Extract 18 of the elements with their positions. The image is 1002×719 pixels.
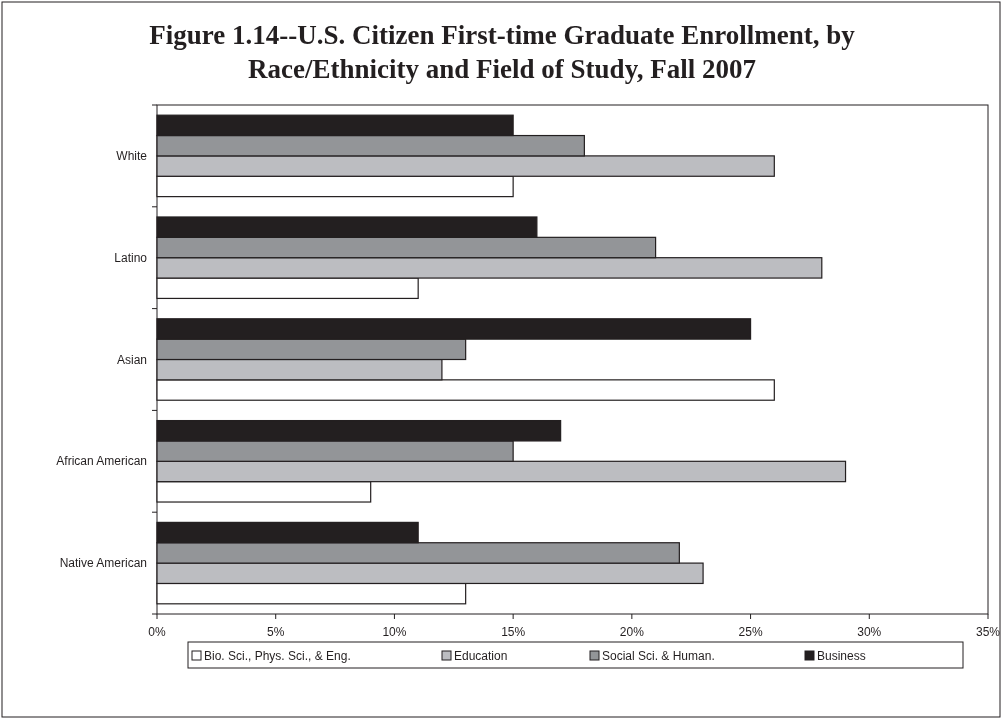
- x-tick-label: 0%: [148, 625, 166, 639]
- legend-label: Social Sci. & Human.: [602, 649, 715, 663]
- x-tick-label: 15%: [501, 625, 526, 639]
- x-tick-label: 10%: [382, 625, 407, 639]
- y-tick-label: Asian: [116, 352, 147, 367]
- legend-label: Business: [817, 649, 866, 663]
- y-tick-label: Latino: [114, 250, 148, 265]
- y-tick-label: White: [116, 148, 148, 163]
- x-tick-label: 35%: [975, 625, 1001, 639]
- legend-label: Education: [454, 649, 508, 663]
- y-tick-label: African American: [56, 454, 147, 469]
- x-tick-label: 25%: [738, 625, 763, 639]
- y-tick-label: Native American: [59, 556, 147, 571]
- legend-label: Bio. Sci., Phys. Sci., & Eng.: [204, 649, 351, 663]
- x-tick-label: 30%: [857, 625, 882, 639]
- x-tick-label: 20%: [619, 625, 645, 639]
- chart-title: Figure 1.14--U.S. Citizen First-time Graduate Enrollment, by Race/Ethnicity and Field of Study, Fall 2007: [149, 20, 856, 84]
- x-tick-label: 5%: [267, 625, 285, 639]
